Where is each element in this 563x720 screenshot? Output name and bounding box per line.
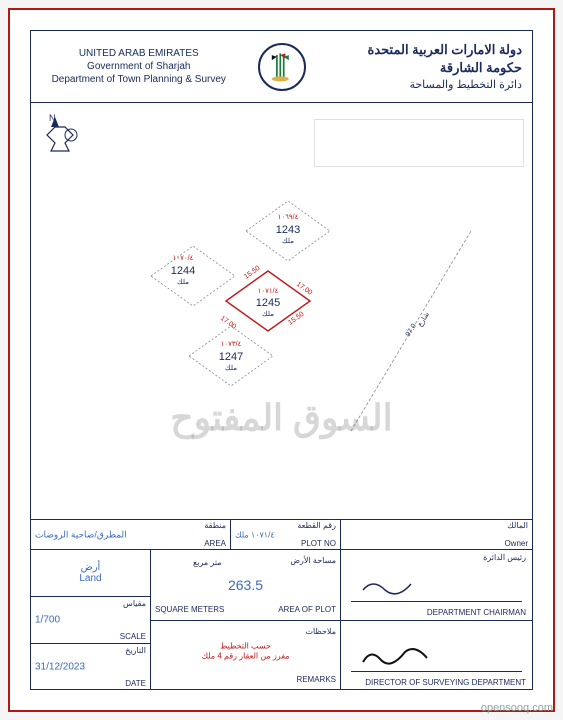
unit-ar: متر مربع [193,558,222,567]
unit-en: SQUARE METERS [155,605,224,614]
scale-label-en: SCALE [120,632,146,641]
dim-right: 17.00 [295,281,313,297]
dept-ar: دائرة التخطيط والمساحة [327,78,523,91]
remarks-cell: ملاحظات REMARKS حسب التخطيط مفرز من العق… [151,621,340,691]
dept-en: Department of Town Planning & Survey [41,74,237,85]
scale-cell: مقياس SCALE 1/700 [31,597,150,644]
south-plot-code: ١٠٧٣/٤ [221,341,242,348]
inner-frame: UNITED ARAB EMIRATES Government of Sharj… [30,30,533,690]
country-ar: دولة الامارات العربية المتحدة [327,42,523,58]
area-label-ar: مساحة الأرض [290,556,336,565]
region-value: المطرق/ضاحية الروضات [35,529,127,540]
area-label-en: AREA OF PLOT [278,605,336,614]
west-plot-code: ١٠٧٠/٤ [173,255,194,262]
header: UNITED ARAB EMIRATES Government of Sharj… [31,31,532,103]
region-cell: منطقة AREA المطرق/ضاحية الروضات [31,520,231,549]
info-row-1: منطقة AREA المطرق/ضاحية الروضات رقم القط… [31,520,532,550]
gov-ar: حكومة الشارقة [327,60,523,76]
south-plot-number: 1247 [219,351,243,363]
emblem-container [247,31,317,102]
area-value: 263.5 [228,577,263,593]
land-ar: أرض [81,562,101,573]
north-plot-code: ١٠٦٩/٤ [278,214,299,221]
plotno-cell: رقم القطعة PLOT NO ١٠٧١/٤ ملك [231,520,341,549]
scale-label-ar: مقياس [123,599,146,608]
scale-value: 1/700 [35,615,60,626]
director-en: DIRECTOR OF SURVEYING DEPARTMENT [365,678,526,687]
uae-emblem-icon [258,43,306,91]
south-plot-sub: ملك [225,364,237,372]
region-label-en: AREA [204,539,226,548]
info-table: منطقة AREA المطرق/ضاحية الروضات رقم القط… [31,519,532,689]
main-plot-number: 1245 [256,297,280,309]
dim-left: 17.00 [219,315,237,331]
signature-line-2 [351,671,522,672]
plotno-label-en: PLOT NO [301,539,336,548]
region-label-ar: منطقة [204,521,226,530]
date-label-ar: التاريخ [125,646,146,655]
west-plot-number: 1244 [171,265,195,277]
remarks-label-en: REMARKS [296,675,336,684]
remarks-line-1: حسب التخطيط [220,641,271,650]
date-label-en: DATE [125,679,146,688]
signature-column: رئيس الدائرة DEPARTMENT CHAIRMAN DIRECTO… [341,550,532,690]
area-cell: متر مربع SQUARE METERS 263.5 مساحة الأرض… [151,550,340,621]
watermark-url: opensooq.com [481,702,553,714]
date-cell: التاريخ DATE 31/12/2023 [31,644,150,690]
outer-frame: UNITED ARAB EMIRATES Government of Sharj… [8,8,555,712]
info-row-2: أرضLand مقياس SCALE 1/700 التاريخ DATE 3… [31,550,532,690]
plotno-label-ar: رقم القطعة [297,521,336,530]
gov-en: Government of Sharjah [41,61,237,72]
signature-mark-icon [361,576,421,600]
country-en: UNITED ARAB EMIRATES [41,48,237,59]
date-value: 31/12/2023 [35,662,85,673]
director-signature: DIRECTOR OF SURVEYING DEPARTMENT [341,621,532,691]
west-plot-sub: ملك [177,278,189,286]
plot-map: 97.0 شارع ١٠٧١/٤ 1245 ملك 15.50 15.50 17… [71,151,511,451]
header-right: دولة الامارات العربية المتحدة حكومة الشا… [317,31,533,102]
left-column: أرضLand مقياس SCALE 1/700 التاريخ DATE 3… [31,550,151,690]
remarks-label-ar: ملاحظات [305,627,336,636]
main-plot-code: ١٠٧١/٤ [258,288,279,295]
remarks-text: حسب التخطيط مفرز من العقار رقم 4 ملك [201,641,289,662]
signature-line-1 [351,601,522,602]
header-left: UNITED ARAB EMIRATES Government of Sharj… [31,31,247,102]
mid-column: متر مربع SQUARE METERS 263.5 مساحة الأرض… [151,550,341,690]
chairman-signature: رئيس الدائرة DEPARTMENT CHAIRMAN [341,550,532,621]
land-en: Land [79,573,101,584]
owner-label-ar: المالك [507,521,528,530]
plotno-value: ١٠٧١/٤ ملك [235,530,275,539]
signature-mark-2-icon [361,644,431,670]
north-plot-sub: ملك [282,237,294,245]
main-plot-sub: ملك [262,310,274,318]
owner-cell: المالك Owner [341,520,532,549]
owner-label-en: Owner [504,539,528,548]
land-cell: أرضLand [31,550,150,597]
chairman-en: DEPARTMENT CHAIRMAN [427,608,526,617]
remarks-line-2: مفرز من العقار رقم 4 ملك [201,652,289,661]
chairman-ar: رئيس الدائرة [483,553,526,562]
north-plot-number: 1243 [276,224,300,236]
dim-bottom: 15.50 [287,311,305,327]
